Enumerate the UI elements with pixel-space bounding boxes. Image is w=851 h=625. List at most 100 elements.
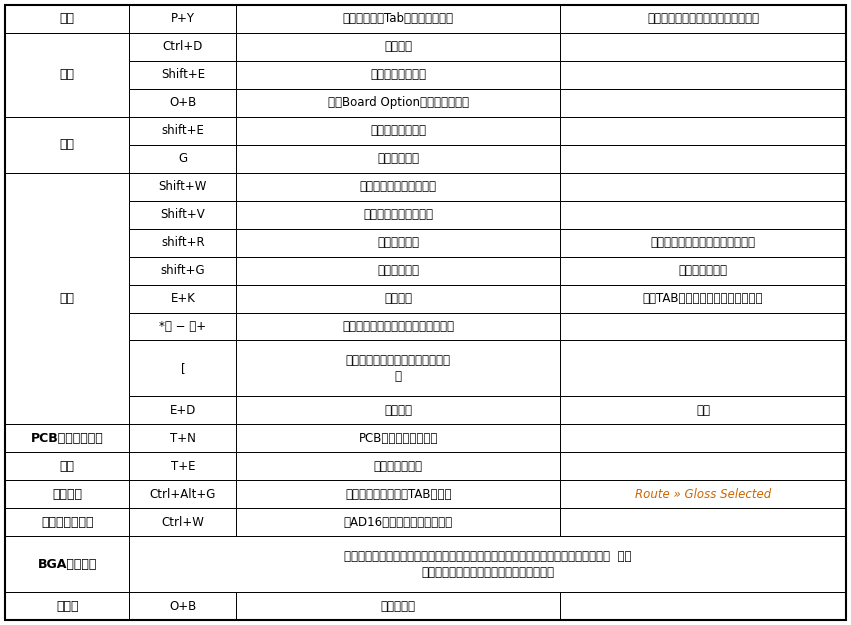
- Text: 截断走线: 截断走线: [384, 292, 412, 305]
- Bar: [129, 117, 237, 145]
- Text: PCB位号重新命名: PCB位号重新命名: [31, 432, 104, 445]
- Text: 走线时，设置走线的线宽: 走线时，设置走线的线宽: [360, 180, 437, 193]
- Bar: [560, 89, 846, 117]
- Text: 切换捕获栊格模式: 切换捕获栊格模式: [370, 68, 426, 81]
- Text: （AD16版本以上才有此功能）: （AD16版本以上才有此功能）: [344, 516, 453, 529]
- Text: 设置栊格属性: 设置栊格属性: [377, 152, 420, 165]
- Bar: [560, 508, 846, 536]
- Bar: [129, 452, 237, 480]
- Bar: [237, 5, 560, 33]
- Text: （按TAB时可以设置截断线的宽度）: （按TAB时可以设置截断线的宽度）: [643, 292, 763, 305]
- Text: BGA过孔调整: BGA过孔调整: [37, 558, 97, 571]
- Text: O+B: O+B: [169, 96, 197, 109]
- Bar: [5, 424, 129, 452]
- Bar: [560, 229, 846, 257]
- Text: Ctrl+D: Ctrl+D: [163, 41, 203, 53]
- Bar: [237, 312, 560, 341]
- Text: E+D: E+D: [169, 404, 196, 417]
- Text: *或 − 或+: *或 − 或+: [159, 320, 207, 333]
- Text: Shift+W: Shift+W: [158, 180, 207, 193]
- Text: 走线时可单独显示要连接的地方高
亮: 走线时可单独显示要连接的地方高 亮: [346, 354, 451, 383]
- Bar: [237, 229, 560, 257]
- Text: Route » Gloss Selected: Route » Gloss Selected: [635, 488, 771, 501]
- Bar: [560, 592, 846, 620]
- Text: 板选项: 板选项: [56, 599, 78, 612]
- Bar: [560, 145, 846, 172]
- Bar: [129, 341, 237, 396]
- Bar: [237, 452, 560, 480]
- Bar: [129, 89, 237, 117]
- Text: 走线时切换到其他层（自动加过孔）: 走线时切换到其他层（自动加过孔）: [342, 320, 454, 333]
- Bar: [237, 33, 560, 61]
- Text: 调出Board Option，设置抓取内容: 调出Board Option，设置抓取内容: [328, 96, 469, 109]
- Text: Ctrl+W: Ctrl+W: [162, 516, 204, 529]
- Text: 删线: 删线: [696, 404, 710, 417]
- Bar: [237, 173, 560, 201]
- Bar: [129, 284, 237, 312]
- Text: shift+E: shift+E: [162, 124, 204, 138]
- Text: Shift+V: Shift+V: [161, 208, 205, 221]
- Bar: [560, 424, 846, 452]
- Text: 切换捕获栊格模式: 切换捕获栊格模式: [370, 124, 426, 138]
- Bar: [560, 117, 846, 145]
- Text: 切换走线模式: 切换走线模式: [377, 236, 420, 249]
- Bar: [237, 201, 560, 229]
- Bar: [129, 424, 237, 452]
- Bar: [129, 396, 237, 424]
- Text: Shift+E: Shift+E: [161, 68, 205, 81]
- Bar: [237, 257, 560, 284]
- Bar: [237, 424, 560, 452]
- Bar: [560, 173, 846, 201]
- Text: shift+G: shift+G: [161, 264, 205, 277]
- Text: [: [: [180, 362, 186, 375]
- Text: 跟踪修线: 跟踪修线: [52, 488, 83, 501]
- Bar: [129, 229, 237, 257]
- Bar: [560, 284, 846, 312]
- Bar: [5, 592, 129, 620]
- Bar: [129, 508, 237, 536]
- Bar: [5, 117, 129, 172]
- Text: 泪滴增加与移除: 泪滴增加与移除: [374, 460, 423, 472]
- Bar: [237, 480, 560, 508]
- Text: 走线: 走线: [60, 292, 75, 305]
- Text: 分离铜皮（按Tab可以设置线宽）: 分离铜皮（按Tab可以设置线宽）: [343, 12, 454, 26]
- Text: Ctrl+Alt+G: Ctrl+Alt+G: [150, 488, 216, 501]
- Bar: [560, 341, 846, 396]
- Bar: [560, 201, 846, 229]
- Bar: [237, 508, 560, 536]
- Text: 选中要修的线，按下TAB，然后: 选中要修的线，按下TAB，然后: [345, 488, 451, 501]
- Bar: [560, 33, 846, 61]
- Text: 板选项设置: 板选项设置: [380, 599, 415, 612]
- Text: 可视化间距显示: 可视化间距显示: [41, 516, 94, 529]
- Bar: [237, 145, 560, 172]
- Text: E+K: E+K: [170, 292, 196, 305]
- Bar: [237, 284, 560, 312]
- Bar: [237, 592, 560, 620]
- Bar: [129, 480, 237, 508]
- Text: 连续删线: 连续删线: [384, 404, 412, 417]
- Bar: [129, 173, 237, 201]
- Text: （避开障碍物，推开走线，，，）: （避开障碍物，推开走线，，，）: [650, 236, 756, 249]
- Text: shift+R: shift+R: [161, 236, 205, 249]
- Text: PCB中对位号重新命名: PCB中对位号重新命名: [358, 432, 438, 445]
- Text: 画一根线，就可以把铜分割成两部分: 画一根线，就可以把铜分割成两部分: [647, 12, 759, 26]
- Bar: [237, 117, 560, 145]
- Bar: [129, 536, 846, 592]
- Bar: [560, 480, 846, 508]
- Bar: [237, 61, 560, 89]
- Bar: [129, 312, 237, 341]
- Bar: [237, 341, 560, 396]
- Text: 鼠标指针放在那个线上，然后按住鼠标左键不松，就实现了线条的拖动，在拖动状态下  按空
格可以旋转，然后放置到焊盘中心位置即可: 鼠标指针放在那个线上，然后按住鼠标左键不松，就实现了线条的拖动，在拖动状态下 按…: [344, 549, 631, 579]
- Bar: [129, 592, 237, 620]
- Bar: [5, 536, 129, 592]
- Bar: [129, 145, 237, 172]
- Bar: [5, 5, 129, 33]
- Text: G: G: [179, 152, 187, 165]
- Text: 栊格: 栊格: [60, 138, 75, 151]
- Text: T+N: T+N: [170, 432, 196, 445]
- Bar: [5, 508, 129, 536]
- Text: 捕获: 捕获: [60, 68, 75, 81]
- Bar: [560, 5, 846, 33]
- Bar: [129, 201, 237, 229]
- Bar: [5, 33, 129, 117]
